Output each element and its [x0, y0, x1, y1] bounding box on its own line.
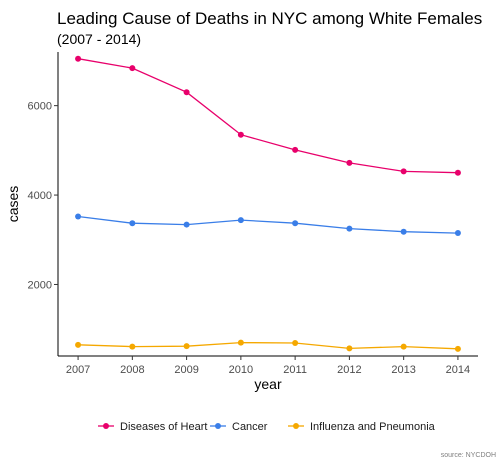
data-point-influenza-and-pneumonia: [183, 343, 190, 350]
series-line-diseases-of-heart: [77, 58, 458, 174]
x-tick-label: 2012: [337, 364, 361, 376]
y-tick-label: 6000: [28, 101, 52, 113]
data-point-cancer: [237, 217, 244, 224]
legend-label-cancer: Cancer: [232, 421, 268, 433]
data-point-cancer: [292, 220, 299, 227]
y-axis-title: cases: [5, 186, 21, 223]
y-tick-label: 4000: [28, 190, 52, 202]
data-point-influenza-and-pneumonia: [75, 341, 82, 348]
y-ticks: 2000 4000 6000: [28, 101, 58, 291]
chart-subtitle: (2007 - 2014): [57, 31, 141, 47]
data-point-influenza-and-pneumonia: [454, 345, 461, 352]
data-point-cancer: [183, 221, 190, 228]
data-point-diseases-of-heart: [400, 168, 407, 175]
y-tick-label: 2000: [28, 279, 52, 291]
x-ticks: 2007 2008 2009 2010 2011 2012 2013 2014: [66, 356, 470, 376]
x-axis-title: year: [254, 376, 282, 392]
series-layer: [75, 55, 461, 352]
data-point-diseases-of-heart: [237, 131, 244, 138]
data-point-diseases-of-heart: [129, 65, 136, 72]
data-point-influenza-and-pneumonia: [237, 339, 244, 346]
data-point-cancer: [454, 230, 461, 237]
data-point-influenza-and-pneumonia: [346, 345, 353, 352]
x-tick-label: 2011: [283, 364, 307, 376]
data-point-cancer: [346, 225, 353, 232]
x-tick-label: 2009: [174, 364, 198, 376]
x-tick-label: 2007: [66, 364, 90, 376]
legend-key-point-diseases-of-heart: [103, 423, 109, 429]
data-point-influenza-and-pneumonia: [129, 343, 136, 350]
legend-label-diseases-of-heart: Diseases of Heart: [120, 421, 207, 433]
data-point-diseases-of-heart: [183, 89, 190, 96]
data-point-diseases-of-heart: [75, 55, 82, 62]
x-tick-label: 2013: [391, 364, 415, 376]
chart-title: Leading Cause of Deaths in NYC among Whi…: [57, 9, 482, 28]
legend-key-point-cancer: [215, 423, 221, 429]
legend-key-point-influenza-and-pneumonia: [293, 423, 299, 429]
x-tick-label: 2010: [229, 364, 253, 376]
data-point-diseases-of-heart: [292, 146, 299, 153]
data-point-influenza-and-pneumonia: [292, 340, 299, 347]
x-tick-label: 2008: [120, 364, 144, 376]
legend-label-influenza-and-pneumonia: Influenza and Pneumonia: [310, 421, 436, 433]
series-line-cancer: [78, 215, 458, 234]
data-point-cancer: [400, 228, 407, 235]
data-point-cancer: [129, 220, 136, 227]
x-tick-label: 2014: [446, 364, 470, 376]
legend: Diseases of Heart Cancer Influenza and Pne…: [98, 421, 436, 433]
data-point-diseases-of-heart: [346, 159, 353, 166]
series-line-influenza-and-pneumonia: [78, 341, 458, 350]
caption: source: NYCDOH: [441, 452, 496, 459]
data-point-influenza-and-pneumonia: [400, 343, 407, 350]
data-point-diseases-of-heart: [454, 169, 461, 176]
data-point-cancer: [75, 213, 82, 220]
